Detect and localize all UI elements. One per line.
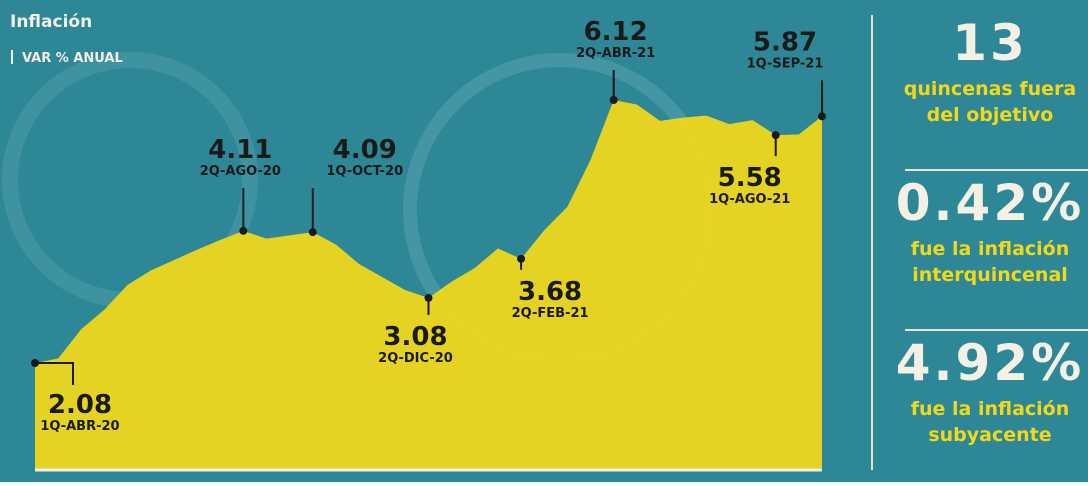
category-label: 1Q-AGO-21 [709, 192, 790, 207]
stat-caption: del objetivo [927, 104, 1054, 126]
stat-value: 0.42% [896, 174, 1084, 232]
stat-value: 13 [952, 14, 1028, 72]
value-label: 5.58 [718, 163, 782, 193]
stat-caption: subyacente [928, 424, 1051, 446]
point [818, 112, 826, 120]
value-label: 2.08 [48, 390, 112, 420]
infographic: Inflación VAR % ANUAL 2.081Q-ABR-204.112… [0, 0, 1088, 482]
stat-caption: fue la inflación [911, 238, 1070, 260]
stat-value: 4.92% [896, 334, 1084, 392]
value-label: 4.11 [208, 135, 272, 165]
side-panel: 13 quincenas fuera del objetivo 0.42% fue la… [896, 14, 1088, 446]
value-label: 5.87 [753, 27, 817, 57]
chart-subtitle: VAR % ANUAL [22, 51, 123, 66]
stat-caption: interquincenal [912, 264, 1068, 286]
point [425, 294, 433, 302]
value-label: 6.12 [584, 17, 648, 47]
stat-caption: fue la inflación [911, 398, 1070, 420]
value-label: 3.08 [383, 322, 447, 352]
category-label: 1Q-SEP-21 [747, 56, 824, 71]
point [239, 227, 247, 235]
category-label: 1Q-ABR-20 [40, 419, 119, 434]
value-label: 4.09 [333, 135, 397, 165]
point [309, 228, 317, 236]
category-label: 1Q-OCT-20 [326, 164, 403, 179]
value-label: 3.68 [518, 277, 582, 307]
point [772, 131, 780, 139]
category-label: 2Q-DIC-20 [378, 351, 453, 366]
point [610, 96, 618, 104]
point [517, 255, 525, 263]
chart-title: Inflación [10, 12, 92, 32]
category-label: 2Q-AGO-20 [200, 164, 281, 179]
category-label: 2Q-ABR-21 [576, 46, 655, 61]
point [31, 359, 39, 367]
category-label: 2Q-FEB-21 [512, 306, 589, 321]
stat-caption: quincenas fuera [904, 78, 1076, 100]
